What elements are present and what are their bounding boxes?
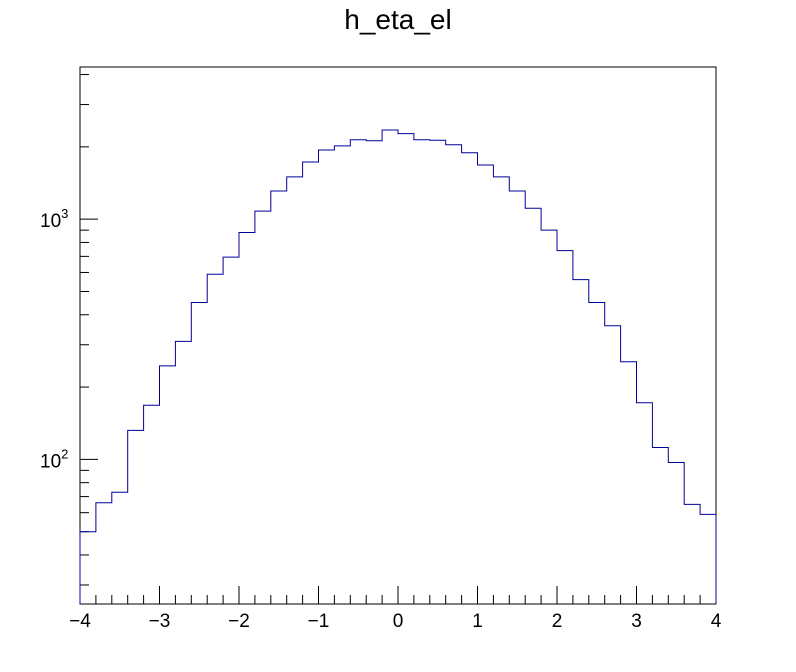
x-tick-label: −4	[69, 611, 91, 632]
x-tick-label: −2	[228, 611, 250, 632]
x-axis-ticks	[79, 586, 717, 604]
x-tick-label: 0	[393, 611, 404, 632]
y-tick-label: 103	[40, 206, 68, 232]
x-tick-label: 1	[472, 611, 483, 632]
x-tick-label: −1	[308, 611, 330, 632]
y-axis-tick-labels: 102 103	[40, 206, 68, 472]
x-tick-label: 4	[711, 611, 722, 632]
x-tick-label: −3	[149, 611, 171, 632]
x-tick-label: 3	[631, 611, 642, 632]
y-axis-ticks	[80, 74, 98, 586]
y-tick-label: 102	[40, 446, 68, 472]
x-axis-tick-labels: −4 −3 −2 −1 0 1 2 3 4	[69, 611, 722, 632]
chart-title: h_eta_el	[344, 4, 452, 35]
x-tick-label: 2	[552, 611, 563, 632]
histogram-series-line	[79, 129, 717, 604]
